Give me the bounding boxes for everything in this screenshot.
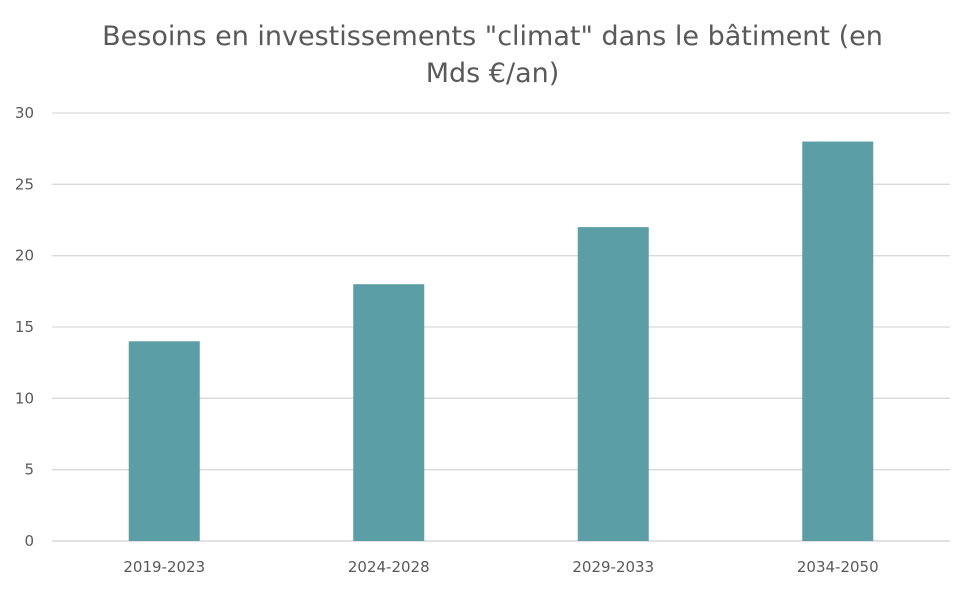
y-tick-label: 5: [24, 461, 34, 479]
bars: [128, 141, 874, 542]
y-tick-label: 10: [15, 389, 34, 407]
y-tick-label: 0: [24, 532, 34, 550]
bar-2024-2028: [353, 284, 425, 541]
y-tick-label: 30: [15, 104, 34, 122]
x-tick-label: 2029-2033: [572, 558, 654, 576]
x-tick-label: 2034-2050: [797, 558, 879, 576]
y-axis-ticks: 0 5 10 15 20 25 30: [15, 104, 34, 550]
x-tick-label: 2024-2028: [348, 558, 430, 576]
y-tick-label: 15: [15, 318, 34, 336]
bar-2034-2050: [802, 141, 874, 542]
x-tick-label: 2019-2023: [123, 558, 205, 576]
y-tick-label: 20: [15, 247, 34, 265]
y-tick-label: 25: [15, 175, 34, 193]
chart-title: Besoins en investissements "climat" dans…: [102, 21, 883, 89]
gridlines: [52, 112, 950, 542]
bar-2019-2023: [128, 341, 200, 541]
x-axis-ticks: 2019-2023 2024-2028 2029-2033 2034-2050: [123, 558, 878, 576]
bar-2029-2033: [577, 227, 649, 541]
